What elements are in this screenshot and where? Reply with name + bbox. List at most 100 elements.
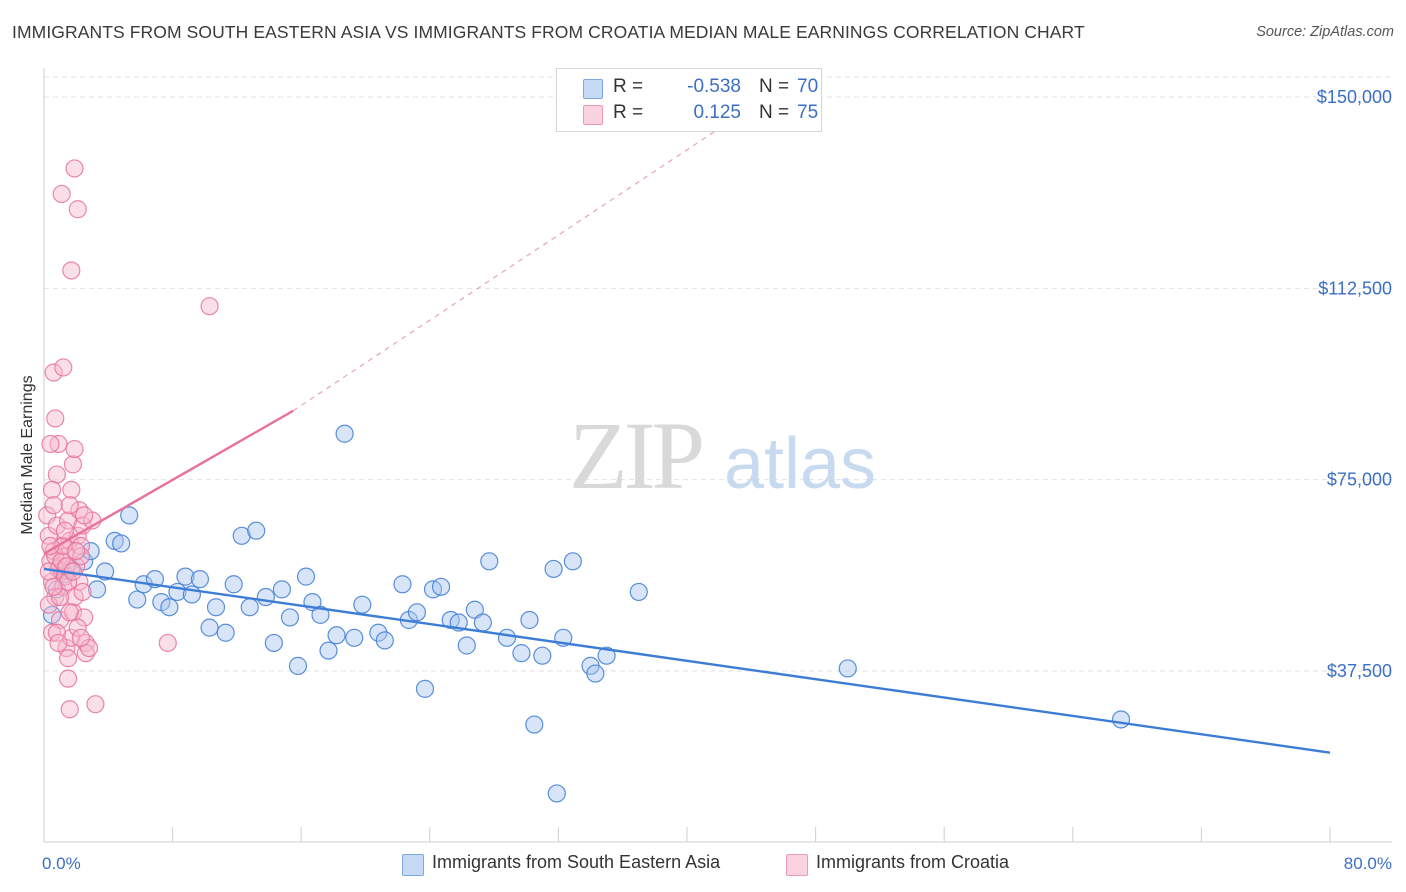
data-point [393,575,412,594]
y-tick-label: $75,000 [1327,470,1392,490]
data-point [353,595,372,614]
data-point [86,695,105,714]
data-point [176,567,195,586]
data-point [60,496,79,515]
data-point [67,557,86,576]
data-point [415,679,435,698]
data-point [73,582,92,602]
x-tick-label: 0.0% [42,854,81,873]
data-point [200,618,219,637]
legend-n-label: N = [759,102,790,123]
data-point [206,598,226,617]
data-point [70,501,89,520]
data-point [525,715,544,734]
data-point [190,570,210,589]
data-point [544,559,563,579]
data-point [375,631,394,650]
data-point [311,605,330,624]
legend-n-value: 75 [797,102,819,123]
data-point [431,577,451,596]
data-point [128,590,147,609]
data-point [95,562,115,581]
legend-r-value: 0.125 [693,102,741,123]
watermark-zip: ZIP [569,402,702,509]
legend-n-value: 70 [797,76,819,97]
data-point [158,633,177,653]
source-label: Source: ZipAtlas.com [1256,24,1394,40]
y-tick-labels: $37,500 $75,000 $112,500 $150,000 [1317,87,1392,681]
data-point [457,636,476,655]
data-point [71,628,91,647]
bottom-legend-swatch-pink [786,854,808,876]
data-point [563,552,582,571]
gridlines [44,76,1392,672]
bottom-legend-label: Immigrants from Croatia [816,852,1010,872]
data-point [272,580,292,599]
data-point [1111,710,1131,729]
data-point [345,628,364,647]
data-point [112,534,131,553]
data-point [597,646,616,665]
data-point [75,608,94,627]
data-point [200,297,219,316]
data-point [52,552,71,571]
y-tick-label: $150,000 [1317,87,1392,107]
trend-line-croatia [43,409,294,555]
data-point [50,587,70,607]
data-point [327,626,346,645]
trend-lines [43,106,1331,754]
legend-r-value: -0.538 [687,76,741,97]
data-point [120,506,139,525]
legend-n-label: N = [759,76,790,97]
data-point [288,656,308,675]
chart-title: IMMIGRANTS FROM SOUTH EASTERN ASIA VS IM… [12,22,1085,42]
data-point [67,541,86,561]
data-point [44,577,63,596]
data-point [838,659,857,678]
legend-r-label: R = [613,76,644,97]
data-point [247,521,266,540]
y-tick-label: $112,500 [1318,278,1392,298]
data-point [232,526,251,545]
data-point [44,363,63,382]
trend-line-croatia-extension [292,106,752,412]
data-point [59,511,78,530]
data-point [68,618,87,637]
data-point [46,409,65,428]
data-point [68,200,87,219]
data-point [280,608,300,627]
data-point [42,623,62,642]
data-point [65,439,84,459]
data-point [319,641,338,660]
legend-r-label: R = [613,102,644,123]
data-point [216,623,235,642]
data-point [224,575,243,594]
watermark: ZIP atlas [569,402,876,509]
x-tick-labels: 0.0% 80.0% [42,854,1392,873]
data-point [71,536,91,556]
data-point [55,521,74,540]
bottom-legend-swatch-blue [402,854,424,876]
data-point [52,184,71,204]
x-tick-label: 80.0% [1344,854,1392,873]
data-point [264,633,283,653]
data-point [497,628,517,647]
data-point [76,633,95,653]
data-point [512,644,531,663]
data-point [296,567,316,586]
data-point [42,480,62,499]
trend-line-south-eastern-asia [43,567,1331,754]
legend-swatch-pink [583,105,603,125]
data-point [71,547,91,566]
data-point [335,424,354,443]
data-point [87,580,107,599]
y-tick-label: $37,500 [1327,661,1392,681]
data-point [47,465,66,484]
data-point [629,582,648,602]
data-point [75,506,94,525]
data-point [62,480,81,499]
data-point [407,603,427,622]
data-point [547,784,566,803]
data-point [533,646,552,665]
